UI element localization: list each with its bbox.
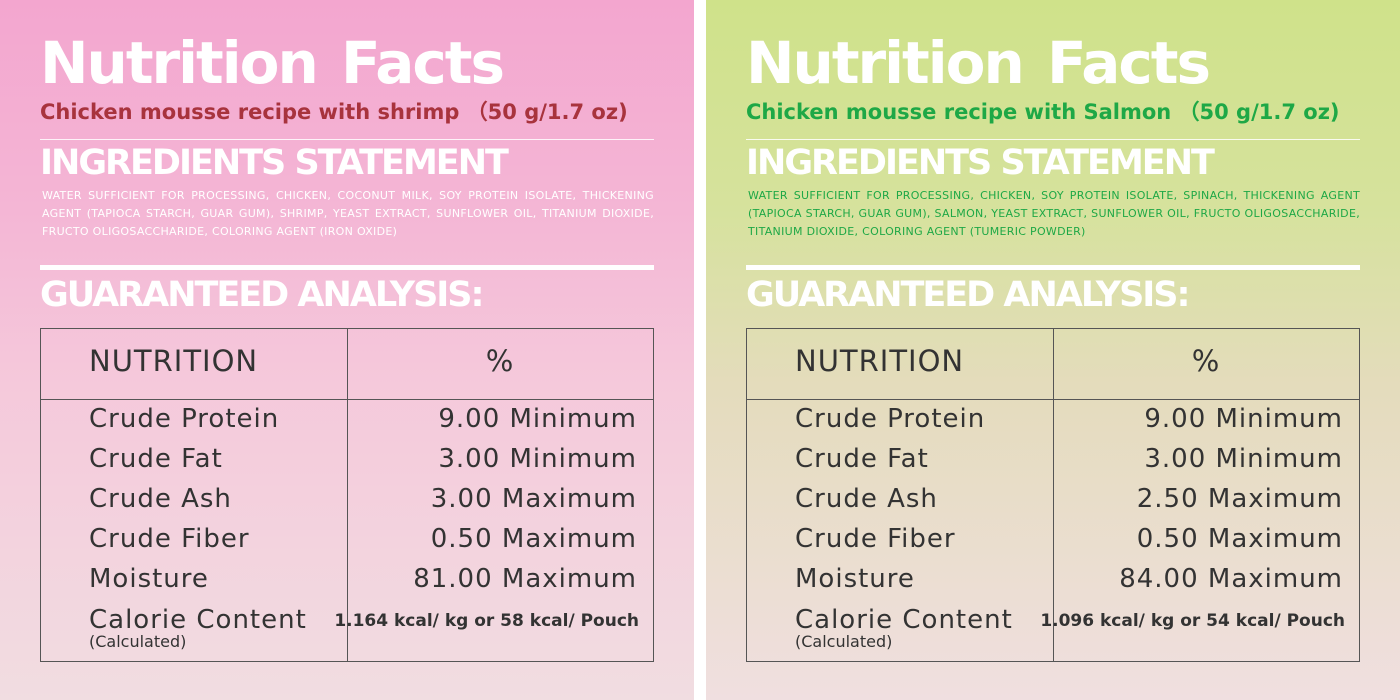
table-row: Crude Ash 3.00 Maximum [41,485,653,525]
calorie-value: 1.096 kcal/ kg or 54 kcal/ Pouch [1040,611,1345,631]
nutrient-name: Crude Fat [795,444,929,474]
divider [746,139,1360,140]
table-row: Crude Ash 2.50 Maximum [747,485,1359,525]
table-row: Crude Protein 9.00 Minimum [747,405,1359,445]
nutrient-name: Crude Protein [89,404,280,434]
nutrient-name: Crude Fiber [89,524,250,554]
panel-shrimp: Nutrition Facts Chicken mousse recipe wi… [0,0,694,700]
header-percent: % [485,344,515,378]
nutrient-value: 0.50 Maximum [1136,524,1343,554]
nutrient-value: 81.00 Maximum [413,564,637,594]
table-row: Crude Fiber 0.50 Maximum [747,525,1359,565]
ingredients-text: WATER SUFFICIENT FOR PROCESSING, CHICKEN… [748,189,1360,238]
nutrient-value: 0.50 Maximum [430,524,637,554]
nutrient-value: 3.00 Minimum [438,444,637,474]
nutrient-name: Moisture [89,564,209,594]
table-row: Crude Fat 3.00 Minimum [747,445,1359,485]
nutrient-name: Crude Fiber [795,524,956,554]
nutrient-name: Crude Fat [89,444,223,474]
nutrient-name: Moisture [795,564,915,594]
nutrient-name: Crude Protein [795,404,986,434]
ingredients-heading: INGREDIENTS STATEMENT [746,143,1215,183]
table-row: Crude Fat 3.00 Minimum [41,445,653,485]
divider-thick [40,265,654,270]
analysis-table: NUTRITION % Crude Protein 9.00 Minimum C… [40,328,654,662]
panel-salmon: Nutrition Facts Chicken mousse recipe wi… [706,0,1400,700]
recipe-subtitle: Chicken mousse recipe with shrimp （50 g/… [40,100,628,124]
panel-title: Nutrition Facts [746,29,1211,97]
nutrient-value: 9.00 Minimum [438,404,637,434]
divider [40,139,654,140]
header-percent: % [1191,344,1221,378]
analysis-heading: GUARANTEED ANALYSIS: [746,275,1191,315]
calorie-label: Calorie Content [89,605,307,635]
calorie-note: (Calculated) [795,632,893,651]
ingredients-text: WATER SUFFICIENT FOR PROCESSING, CHICKEN… [42,189,654,238]
table-row-calorie: Calorie Content (Calculated) 1.096 kcal/… [747,605,1359,650]
ingredients-heading: INGREDIENTS STATEMENT [40,143,509,183]
calorie-label: Calorie Content [795,605,1013,635]
nutrient-value: 2.50 Maximum [1136,484,1343,514]
panel-title: Nutrition Facts [40,29,505,97]
analysis-heading: GUARANTEED ANALYSIS: [40,275,485,315]
divider-thick [746,265,1360,270]
table-header-divider [41,399,653,400]
table-column-divider [347,329,348,661]
header-nutrition: NUTRITION [89,344,259,378]
nutrient-value: 3.00 Maximum [430,484,637,514]
table-row: Crude Fiber 0.50 Maximum [41,525,653,565]
calorie-value: 1.164 kcal/ kg or 58 kcal/ Pouch [334,611,639,631]
analysis-table: NUTRITION % Crude Protein 9.00 Minimum C… [746,328,1360,662]
table-row: Moisture 84.00 Maximum [747,565,1359,605]
table-header-divider [747,399,1359,400]
nutrient-value: 84.00 Maximum [1119,564,1343,594]
table-row: Moisture 81.00 Maximum [41,565,653,605]
table-row-calorie: Calorie Content (Calculated) 1.164 kcal/… [41,605,653,650]
table-row: Crude Protein 9.00 Minimum [41,405,653,445]
nutrient-name: Crude Ash [795,484,938,514]
calorie-note: (Calculated) [89,632,187,651]
nutrient-name: Crude Ash [89,484,232,514]
header-nutrition: NUTRITION [795,344,965,378]
recipe-subtitle: Chicken mousse recipe with Salmon （50 g/… [746,100,1340,124]
nutrient-value: 9.00 Minimum [1144,404,1343,434]
table-column-divider [1053,329,1054,661]
nutrient-value: 3.00 Minimum [1144,444,1343,474]
